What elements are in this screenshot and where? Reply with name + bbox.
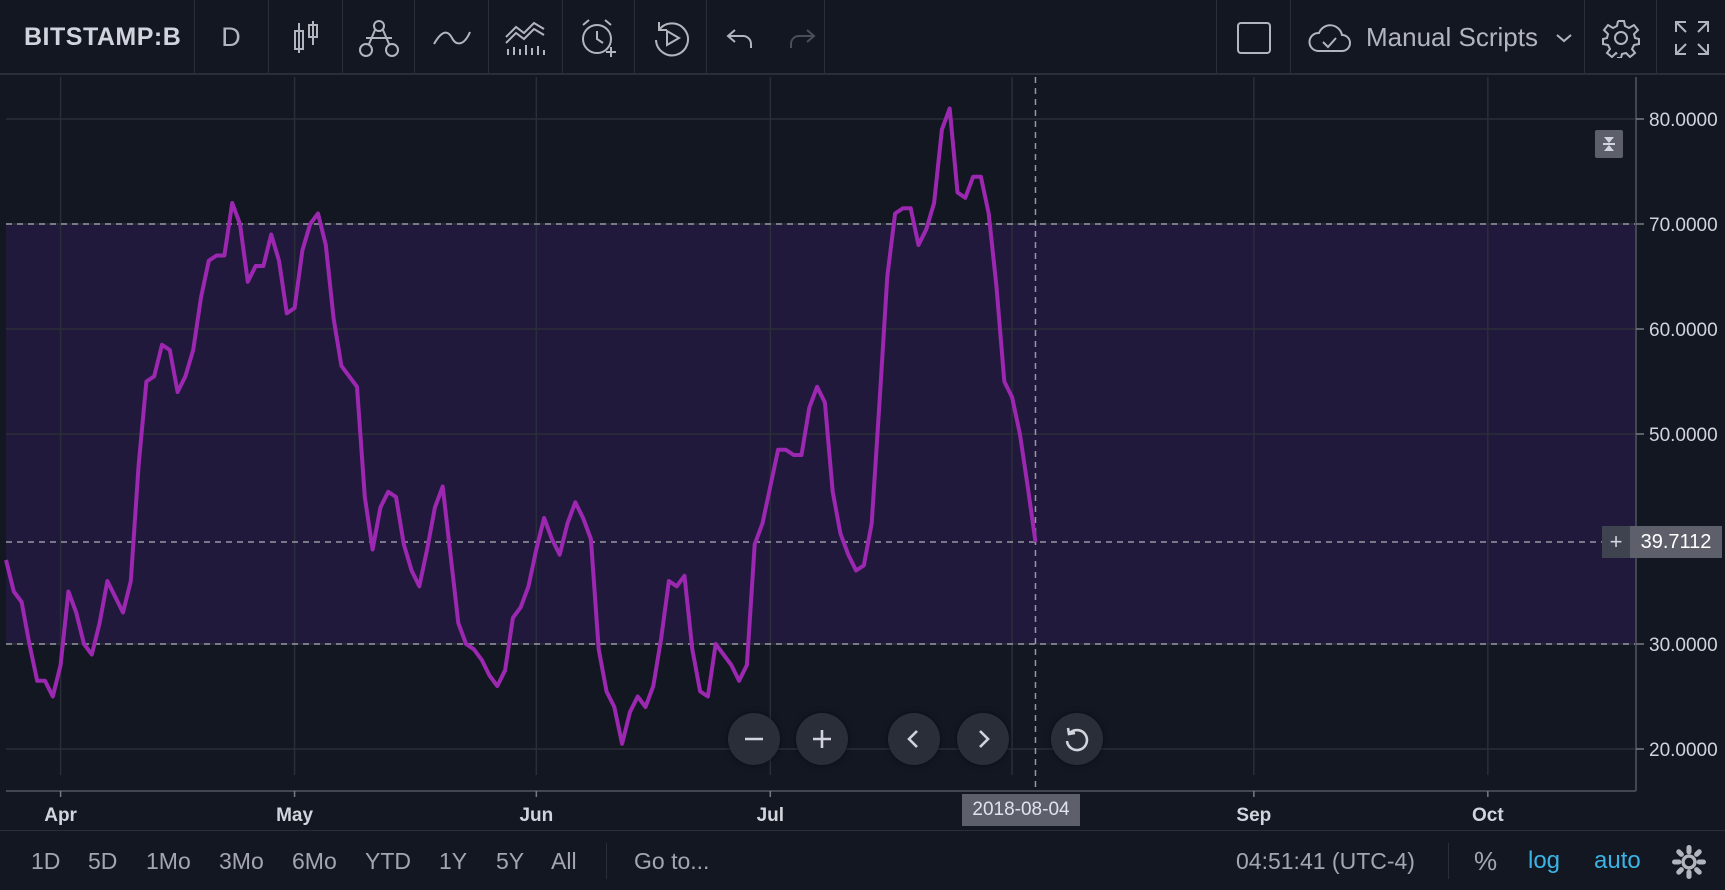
scroll-left-button[interactable] xyxy=(888,713,940,765)
indicator-wave-icon xyxy=(433,31,471,44)
cloud-check-icon xyxy=(1308,23,1351,52)
x-tick-label: Jun xyxy=(519,805,553,826)
bottom-toolbar: 1D 5D 1Mo 3Mo 6Mo YTD 1Y 5Y All Go to...… xyxy=(0,830,1725,890)
undo-icon xyxy=(726,28,752,48)
range-3mo[interactable]: 3Mo xyxy=(219,848,264,874)
y-tick-label: 50.0000 xyxy=(1649,425,1718,446)
chevron-down-icon xyxy=(1556,33,1572,42)
templates-button[interactable] xyxy=(490,0,560,75)
x-tick-label: May xyxy=(276,805,313,826)
y-tick-label: 30.0000 xyxy=(1649,635,1718,656)
reset-icon xyxy=(1065,727,1089,752)
chart-pane[interactable]: 80.0000 70.0000 60.0000 50.0000 30.0000 20.00… xyxy=(0,77,1725,830)
x-tick-label: Apr xyxy=(44,805,77,826)
time-axis[interactable]: Apr May Jun Jul Sep Oct xyxy=(44,791,1504,826)
x-tick-label: Jul xyxy=(757,805,784,826)
settings-button[interactable] xyxy=(1586,0,1656,75)
templates-icon xyxy=(505,21,545,55)
clock-timezone[interactable]: 04:51:41 (UTC-4) xyxy=(1236,848,1415,874)
range-1y[interactable]: 1Y xyxy=(439,848,468,874)
manual-scripts-dropdown[interactable]: Manual Scripts xyxy=(1292,0,1584,75)
range-5y[interactable]: 5Y xyxy=(496,848,525,874)
top-toolbar: BITSTAMP:B D xyxy=(0,0,1725,75)
square-icon xyxy=(1237,21,1271,54)
range-all[interactable]: All xyxy=(551,848,577,874)
interval-selector[interactable]: D xyxy=(221,22,241,52)
add-alert-plus-button[interactable]: + xyxy=(1602,526,1630,558)
auto-scale-toggle[interactable]: auto xyxy=(1594,847,1641,874)
fullscreen-square-button[interactable] xyxy=(1218,0,1290,75)
range-1mo[interactable]: 1Mo xyxy=(146,848,191,874)
crosshair-date-label: 2018-08-04 xyxy=(962,794,1080,826)
goto-date-button[interactable]: Go to... xyxy=(634,848,710,874)
x-tick-label: Sep xyxy=(1236,805,1271,826)
range-1d[interactable]: 1D xyxy=(31,848,61,874)
price-axis[interactable]: 80.0000 70.0000 60.0000 50.0000 30.0000 20.00… xyxy=(1636,110,1718,761)
redo-icon xyxy=(790,28,816,48)
fullscreen-icon xyxy=(1674,20,1709,55)
redo-button[interactable] xyxy=(772,0,832,75)
symbol-search[interactable]: BITSTAMP:B xyxy=(24,23,182,51)
candlestick-icon xyxy=(294,20,318,53)
y-tick-label: 20.0000 xyxy=(1649,740,1718,761)
compare-icon xyxy=(359,19,399,57)
series-line xyxy=(4,106,1038,746)
y-tick-label: 70.0000 xyxy=(1649,215,1718,236)
collapse-arrows-icon xyxy=(1603,137,1615,151)
manual-scripts-label: Manual Scripts xyxy=(1366,22,1538,52)
undo-button[interactable] xyxy=(708,0,772,75)
range-6mo[interactable]: 6Mo xyxy=(292,848,337,874)
plus-icon xyxy=(813,730,831,748)
replay-button[interactable] xyxy=(636,0,706,75)
x-tick-label: Oct xyxy=(1472,805,1504,826)
chevron-right-icon xyxy=(979,730,990,748)
percent-scale-toggle[interactable]: % xyxy=(1474,846,1498,876)
indicators-button[interactable] xyxy=(416,0,488,75)
gear-icon xyxy=(1602,19,1640,58)
gear-icon[interactable] xyxy=(1672,845,1706,879)
alert-button[interactable] xyxy=(564,0,634,75)
fullscreen-button[interactable] xyxy=(1658,0,1725,75)
last-value-label: 39.7112 xyxy=(1630,526,1722,558)
minus-icon xyxy=(745,737,763,741)
collapse-pane-button[interactable] xyxy=(1595,130,1623,158)
replay-icon xyxy=(655,21,689,56)
scroll-right-button[interactable] xyxy=(957,713,1009,765)
log-scale-toggle[interactable]: log xyxy=(1528,847,1561,874)
compare-button[interactable] xyxy=(344,0,414,75)
y-tick-label: 60.0000 xyxy=(1649,320,1718,341)
reset-chart-button[interactable] xyxy=(1051,713,1103,765)
chevron-left-icon xyxy=(907,730,918,748)
alarm-clock-icon xyxy=(582,18,616,57)
range-ytd[interactable]: YTD xyxy=(365,848,411,874)
y-tick-label: 80.0000 xyxy=(1649,110,1718,131)
zoom-in-button[interactable] xyxy=(796,713,848,765)
zoom-out-button[interactable] xyxy=(728,713,780,765)
chart-type-button[interactable] xyxy=(270,0,342,75)
range-5d[interactable]: 5D xyxy=(88,848,118,874)
